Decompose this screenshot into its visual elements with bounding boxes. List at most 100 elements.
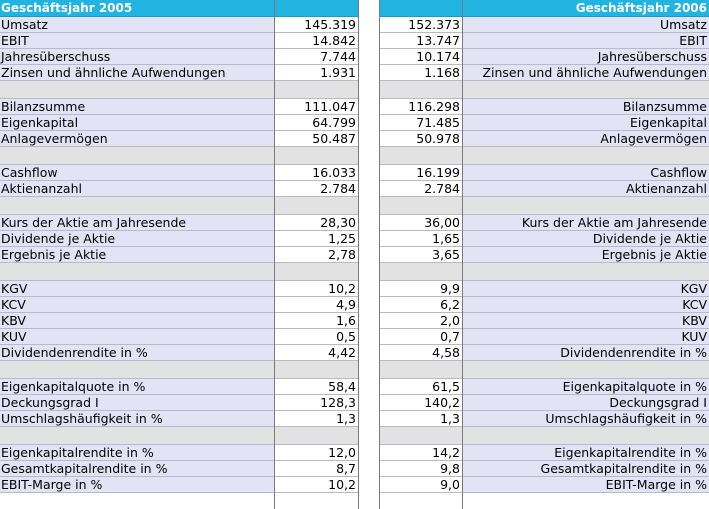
row-label-2006: KGV [463,281,709,297]
separator-row [379,147,463,165]
value-2005: 0,5 [275,329,359,345]
label-column-2006: Geschäftsjahr 2006 Umsatz EBIT Jahresübers… [463,0,709,493]
value-2005: 2.784 [275,181,359,197]
row-label-2006: Eigenkapitalquote in % [463,379,709,395]
row-label-2005: Umschlagshäufigkeit in % [0,411,275,427]
value-2005: 1,3 [275,411,359,427]
row-label-2005: EBIT-Marge in % [0,477,275,493]
value-2005: 12,0 [275,445,359,461]
row-label-2006: Dividende je Aktie [463,231,709,247]
value-2005: 50.487 [275,131,359,147]
value-2006: 0,7 [379,329,463,345]
separator-row [275,263,359,281]
value-2006: 16.199 [379,165,463,181]
row-label-2006: KBV [463,313,709,329]
value-column-2005: 145.319 14.842 7.744 1.931 111.047 64.799 50.4… [275,0,359,493]
row-label-2005: Eigenkapitalrendite in % [0,445,275,461]
value-2006: 10.174 [379,49,463,65]
value-2006: 61,5 [379,379,463,395]
value-2006: 1,3 [379,411,463,427]
row-label-2005: Cashflow [0,165,275,181]
row-label-2006: Eigenkapital [463,115,709,131]
separator-row [463,263,709,281]
separator-row [0,147,275,165]
value-2006: 2.784 [379,181,463,197]
row-label-2005: KCV [0,297,275,313]
separator-row [463,147,709,165]
row-label-2005: Gesamtkapitalrendite in % [0,461,275,477]
value-2005: 10,2 [275,281,359,297]
value-2006: 13.747 [379,33,463,49]
column-divider [274,0,275,509]
row-label-2006: Gesamtkapitalrendite in % [463,461,709,477]
row-label-2006: Cashflow [463,165,709,181]
value-2006: 3,65 [379,247,463,263]
row-label-2006: EBIT-Marge in % [463,477,709,493]
value-2006: 9,0 [379,477,463,493]
separator-row [379,197,463,215]
value-2005: 128,3 [275,395,359,411]
column-divider [462,0,463,509]
separator-row [379,427,463,445]
value-2006: 36,00 [379,215,463,231]
label-column-2005: Geschäftsjahr 2005 Umsatz EBIT Jahresübers… [0,0,275,493]
row-label-2005: EBIT [0,33,275,49]
row-label-2005: Deckungsgrad I [0,395,275,411]
row-label-2006: Eigenkapitalrendite in % [463,445,709,461]
value-2005: 58,4 [275,379,359,395]
separator-row [463,361,709,379]
separator-row [275,361,359,379]
row-label-2006: KCV [463,297,709,313]
row-label-2005: KUV [0,329,275,345]
row-label-2006: Zinsen und ähnliche Aufwendungen [463,65,709,81]
separator-row [463,81,709,99]
row-label-2005: Umsatz [0,17,275,33]
separator-row [275,427,359,445]
separator-row [275,81,359,99]
separator-row [275,197,359,215]
value-column-2006: 152.373 13.747 10.174 1.168 116.298 71.485 50.… [379,0,463,493]
value-2005: 111.047 [275,99,359,115]
separator-row [0,197,275,215]
row-label-2005: Anlagevermögen [0,131,275,147]
value-2005: 1.931 [275,65,359,81]
value-2006: 2,0 [379,313,463,329]
row-label-2006: Umschlagshäufigkeit in % [463,411,709,427]
header-2006: Geschäftsjahr 2006 [463,0,709,17]
value-2006: 1,65 [379,231,463,247]
value-2006: 116.298 [379,99,463,115]
separator-row [0,427,275,445]
separator-row [463,427,709,445]
row-label-2005: Bilanzsumme [0,99,275,115]
value-2005: 14.842 [275,33,359,49]
row-label-2005: Eigenkapitalquote in % [0,379,275,395]
value-2005: 145.319 [275,17,359,33]
row-label-2005: Eigenkapital [0,115,275,131]
separator-row [0,81,275,99]
row-label-2005: Jahresüberschuss [0,49,275,65]
row-label-2006: Dividendenrendite in % [463,345,709,361]
header-2005: Geschäftsjahr 2005 [0,0,275,17]
value-2006: 140,2 [379,395,463,411]
row-label-2005: Zinsen und ähnliche Aufwendungen [0,65,275,81]
row-label-2005: Dividendenrendite in % [0,345,275,361]
header-2006-value-cell [379,0,463,17]
row-label-2006: Umsatz [463,17,709,33]
value-2006: 4,58 [379,345,463,361]
value-2005: 1,6 [275,313,359,329]
row-label-2005: Kurs der Aktie am Jahresende [0,215,275,231]
row-label-2006: Kurs der Aktie am Jahresende [463,215,709,231]
value-2006: 50.978 [379,131,463,147]
separator-row [0,361,275,379]
separator-row [379,361,463,379]
row-label-2006: Anlagevermögen [463,131,709,147]
row-label-2006: KUV [463,329,709,345]
value-2005: 7.744 [275,49,359,65]
row-label-2005: Dividende je Aktie [0,231,275,247]
row-label-2005: Aktienanzahl [0,181,275,197]
row-label-2006: Deckungsgrad I [463,395,709,411]
separator-row [463,197,709,215]
value-2005: 10,2 [275,477,359,493]
value-2005: 2,78 [275,247,359,263]
row-label-2005: Ergebnis je Aktie [0,247,275,263]
